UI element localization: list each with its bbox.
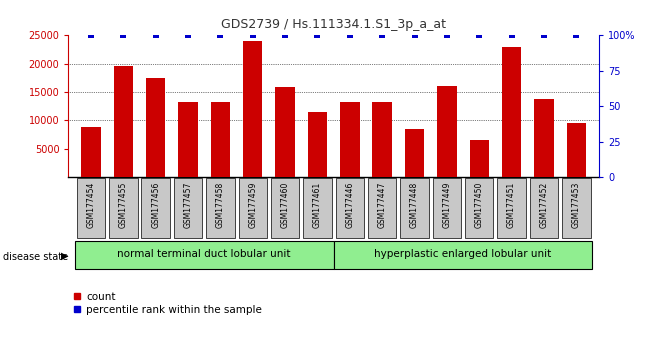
FancyBboxPatch shape bbox=[335, 178, 364, 238]
Text: GSM177456: GSM177456 bbox=[151, 182, 160, 228]
Text: GSM177453: GSM177453 bbox=[572, 182, 581, 228]
Title: GDS2739 / Hs.111334.1.S1_3p_a_at: GDS2739 / Hs.111334.1.S1_3p_a_at bbox=[221, 18, 446, 32]
FancyBboxPatch shape bbox=[271, 178, 299, 238]
Point bbox=[86, 33, 96, 38]
Point bbox=[183, 33, 193, 38]
Text: GSM177449: GSM177449 bbox=[443, 182, 451, 228]
FancyBboxPatch shape bbox=[141, 178, 170, 238]
FancyBboxPatch shape bbox=[433, 178, 461, 238]
Bar bbox=[372, 102, 392, 177]
Point bbox=[539, 33, 549, 38]
Text: GSM177459: GSM177459 bbox=[248, 182, 257, 228]
FancyBboxPatch shape bbox=[368, 178, 396, 238]
Text: GSM177458: GSM177458 bbox=[216, 182, 225, 228]
Bar bbox=[275, 87, 295, 177]
FancyBboxPatch shape bbox=[465, 178, 493, 238]
Point bbox=[118, 33, 128, 38]
Point bbox=[441, 33, 452, 38]
FancyBboxPatch shape bbox=[400, 178, 429, 238]
FancyBboxPatch shape bbox=[530, 178, 558, 238]
FancyBboxPatch shape bbox=[206, 178, 234, 238]
Text: disease state: disease state bbox=[3, 252, 68, 262]
Bar bbox=[534, 99, 553, 177]
Text: GSM177446: GSM177446 bbox=[345, 182, 354, 228]
Bar bbox=[566, 123, 586, 177]
Bar bbox=[502, 47, 521, 177]
Bar bbox=[437, 86, 456, 177]
Bar bbox=[243, 41, 262, 177]
Point bbox=[377, 33, 387, 38]
Text: ▶: ▶ bbox=[61, 251, 68, 261]
Point bbox=[247, 33, 258, 38]
Point bbox=[506, 33, 517, 38]
Bar bbox=[469, 140, 489, 177]
Text: GSM177454: GSM177454 bbox=[87, 182, 96, 228]
Bar bbox=[308, 112, 327, 177]
Text: GSM177461: GSM177461 bbox=[313, 182, 322, 228]
Bar bbox=[405, 129, 424, 177]
FancyBboxPatch shape bbox=[174, 178, 202, 238]
Text: GSM177448: GSM177448 bbox=[410, 182, 419, 228]
Bar bbox=[81, 127, 101, 177]
Bar bbox=[211, 102, 230, 177]
Text: GSM177450: GSM177450 bbox=[475, 182, 484, 228]
FancyBboxPatch shape bbox=[75, 241, 333, 269]
Point bbox=[474, 33, 484, 38]
FancyBboxPatch shape bbox=[77, 178, 105, 238]
Point bbox=[409, 33, 420, 38]
FancyBboxPatch shape bbox=[238, 178, 267, 238]
Bar bbox=[146, 78, 165, 177]
Text: GSM177447: GSM177447 bbox=[378, 182, 387, 228]
Bar bbox=[178, 102, 198, 177]
FancyBboxPatch shape bbox=[562, 178, 590, 238]
Text: normal terminal duct lobular unit: normal terminal duct lobular unit bbox=[117, 249, 291, 259]
Point bbox=[571, 33, 581, 38]
Bar bbox=[114, 66, 133, 177]
FancyBboxPatch shape bbox=[497, 178, 526, 238]
Legend: count, percentile rank within the sample: count, percentile rank within the sample bbox=[74, 292, 262, 315]
Text: GSM177457: GSM177457 bbox=[184, 182, 193, 228]
Bar bbox=[340, 102, 359, 177]
Point bbox=[344, 33, 355, 38]
Point bbox=[280, 33, 290, 38]
FancyBboxPatch shape bbox=[303, 178, 332, 238]
Point bbox=[215, 33, 226, 38]
Text: GSM177452: GSM177452 bbox=[540, 182, 548, 228]
Point bbox=[150, 33, 161, 38]
Text: GSM177455: GSM177455 bbox=[119, 182, 128, 228]
Text: GSM177451: GSM177451 bbox=[507, 182, 516, 228]
Text: hyperplastic enlarged lobular unit: hyperplastic enlarged lobular unit bbox=[374, 249, 551, 259]
FancyBboxPatch shape bbox=[109, 178, 137, 238]
Point bbox=[312, 33, 323, 38]
FancyBboxPatch shape bbox=[333, 241, 592, 269]
Text: GSM177460: GSM177460 bbox=[281, 182, 290, 228]
